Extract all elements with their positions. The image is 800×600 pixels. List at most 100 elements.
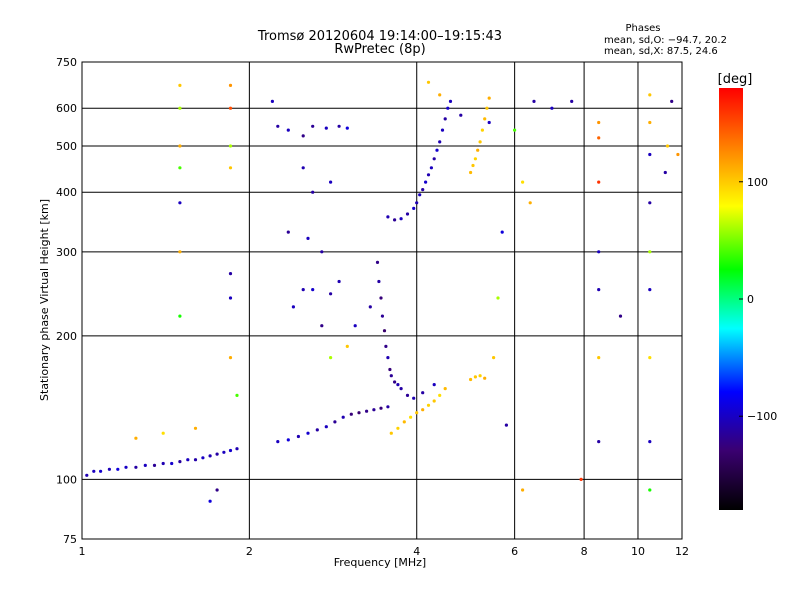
colorbar-tick-label: 100	[747, 176, 768, 189]
data-point	[396, 426, 400, 430]
data-point	[415, 411, 419, 415]
data-point	[178, 83, 182, 87]
data-point	[235, 447, 239, 451]
plot-frame	[81, 61, 683, 540]
data-point	[345, 344, 349, 348]
data-point	[92, 469, 96, 473]
chart-title: Tromsø 20120604 19:14:00–19:15:43	[257, 29, 502, 44]
data-point	[487, 96, 491, 100]
data-point	[161, 431, 165, 435]
data-point	[306, 236, 310, 240]
data-point	[412, 396, 416, 400]
data-point	[324, 126, 328, 130]
data-point	[500, 230, 504, 234]
data-point	[438, 393, 442, 397]
data-point	[424, 180, 428, 184]
data-point	[405, 393, 410, 397]
data-point	[368, 305, 372, 309]
data-point	[648, 250, 652, 254]
data-point	[426, 173, 431, 177]
data-point	[570, 99, 574, 103]
data-point	[440, 128, 445, 132]
data-point	[443, 387, 447, 391]
data-point	[432, 157, 436, 161]
data-point	[186, 458, 190, 462]
data-point	[208, 499, 212, 503]
data-point	[228, 448, 233, 453]
data-point	[597, 120, 601, 125]
data-point	[337, 124, 341, 128]
data-point	[487, 120, 491, 125]
data-point	[296, 434, 300, 439]
grid-lines	[82, 62, 682, 539]
data-point	[382, 329, 387, 333]
data-point	[480, 128, 484, 132]
data-point	[178, 250, 182, 254]
data-point	[276, 440, 280, 444]
data-point	[228, 106, 233, 110]
data-point	[389, 431, 393, 435]
data-point	[315, 428, 319, 432]
data-point	[386, 356, 390, 360]
data-point	[201, 456, 205, 460]
colorbar-tick-label: −100	[747, 410, 777, 423]
data-point	[402, 420, 406, 424]
data-point	[193, 426, 198, 430]
data-point	[324, 425, 328, 429]
colorbar-label: [deg]	[718, 72, 753, 87]
data-point	[648, 488, 652, 492]
data-point	[286, 230, 290, 234]
data-point	[320, 324, 324, 328]
x-tick-label: 2	[246, 545, 253, 558]
data-point	[676, 152, 680, 157]
data-point	[228, 272, 233, 276]
data-point	[471, 163, 475, 168]
data-point	[492, 356, 496, 360]
phases-heading: Phases	[625, 23, 660, 34]
data-point	[421, 188, 425, 192]
data-point	[438, 140, 442, 144]
data-point	[393, 218, 397, 222]
data-point	[648, 93, 652, 97]
data-point	[329, 292, 333, 296]
data-point	[301, 166, 305, 170]
data-point	[178, 166, 182, 170]
data-point	[438, 93, 442, 97]
data-point	[648, 440, 652, 444]
data-point	[405, 212, 410, 216]
y-tick-label: 300	[56, 246, 77, 259]
data-points	[85, 80, 680, 503]
data-point	[648, 120, 652, 125]
data-point	[473, 157, 477, 161]
data-point	[412, 206, 416, 210]
data-point	[375, 260, 380, 264]
data-point	[311, 124, 315, 128]
data-point	[483, 117, 487, 121]
data-point	[107, 467, 111, 471]
data-point	[469, 170, 473, 175]
data-point	[222, 450, 226, 454]
data-point	[333, 420, 337, 424]
y-tick-label: 400	[56, 186, 77, 199]
data-point	[85, 473, 89, 477]
data-point	[377, 279, 381, 284]
data-point	[228, 296, 233, 300]
data-point	[386, 405, 390, 409]
data-point	[337, 279, 341, 284]
data-point	[597, 440, 601, 444]
data-point	[215, 488, 219, 492]
phases-o-mode: mean, sd,O: −94.7, 20.2	[604, 35, 727, 46]
data-point	[152, 463, 157, 467]
data-point	[124, 465, 128, 469]
data-point	[329, 180, 333, 184]
data-point	[399, 217, 403, 221]
y-tick-label: 750	[56, 56, 77, 69]
data-point	[421, 391, 425, 395]
data-point	[228, 83, 233, 87]
data-point	[396, 383, 400, 387]
data-point	[485, 106, 489, 110]
data-point	[178, 460, 182, 464]
data-point	[306, 431, 310, 435]
y-tick-label: 200	[56, 330, 77, 343]
